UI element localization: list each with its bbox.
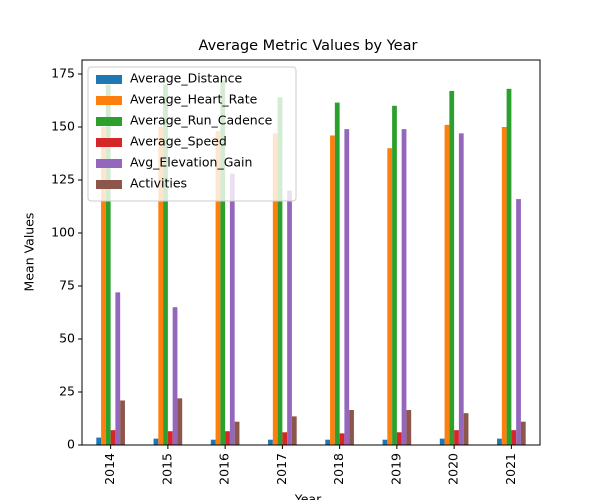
bar xyxy=(392,105,397,445)
bar xyxy=(325,439,331,445)
bar xyxy=(291,416,297,445)
bar xyxy=(105,84,111,445)
bar xyxy=(234,421,240,445)
bar xyxy=(349,410,354,445)
bar xyxy=(210,439,216,445)
bar xyxy=(339,433,345,445)
legend-label: Average_Speed xyxy=(130,134,227,149)
legend-swatch xyxy=(96,117,122,126)
chart-title: Average Metric Values by Year xyxy=(199,38,418,54)
bar xyxy=(449,90,455,446)
bar xyxy=(282,432,288,445)
y-tick-label: 50 xyxy=(59,330,75,345)
bar xyxy=(158,126,164,445)
bar xyxy=(401,129,407,445)
x-axis-label: Year xyxy=(294,492,322,501)
bar xyxy=(497,438,502,445)
bar xyxy=(382,439,388,445)
bar xyxy=(120,400,125,445)
bar xyxy=(334,102,340,445)
bar xyxy=(454,430,459,445)
x-tick-label: 2014 xyxy=(102,453,117,485)
bar xyxy=(444,124,450,445)
bar xyxy=(215,131,221,446)
x-tick-label: 2015 xyxy=(159,453,174,485)
y-tick-label: 150 xyxy=(51,118,75,133)
bar xyxy=(272,133,278,446)
legend-swatch xyxy=(96,75,122,84)
y-tick-label: 175 xyxy=(51,65,75,80)
legend-label: Average_Distance xyxy=(130,71,243,86)
y-axis-label: Mean Values xyxy=(22,213,37,292)
bar xyxy=(396,432,402,445)
legend-swatch xyxy=(96,180,122,189)
bar xyxy=(163,84,168,445)
bar xyxy=(458,133,464,446)
legend-swatch xyxy=(96,96,122,105)
legend-label: Avg_Elevation_Gain xyxy=(130,155,252,170)
bar xyxy=(101,126,106,445)
bar xyxy=(268,439,273,445)
bar xyxy=(406,410,412,445)
bar xyxy=(344,129,350,445)
bar xyxy=(277,97,283,445)
bar xyxy=(167,431,173,445)
x-tick-label: 2016 xyxy=(217,453,232,485)
legend-label: Average_Heart_Rate xyxy=(130,92,258,107)
bar xyxy=(330,135,335,445)
bar xyxy=(463,413,469,445)
x-tick-label: 2019 xyxy=(388,453,403,485)
x-tick-label: 2021 xyxy=(503,453,518,485)
legend-swatch xyxy=(96,138,122,147)
legend-box xyxy=(87,66,297,202)
legend-swatch xyxy=(96,159,122,168)
x-tick-label: 2018 xyxy=(331,453,346,485)
bar xyxy=(220,80,226,446)
y-tick-label: 25 xyxy=(59,383,75,398)
bar xyxy=(516,199,521,445)
y-tick-label: 100 xyxy=(51,224,75,239)
bar xyxy=(177,398,183,445)
bar xyxy=(153,438,159,445)
bar xyxy=(287,190,292,445)
plot-frame xyxy=(81,59,541,446)
x-tick-label: 2020 xyxy=(446,453,461,485)
bar xyxy=(511,430,517,445)
bar xyxy=(387,148,393,445)
bar xyxy=(115,292,121,445)
bar xyxy=(110,430,116,445)
bar xyxy=(172,307,178,445)
bar xyxy=(520,421,526,445)
y-tick-label: 75 xyxy=(59,277,75,292)
bar xyxy=(225,431,230,445)
bar xyxy=(439,438,445,445)
bar xyxy=(501,126,507,445)
legend-label: Average_Run_Cadence xyxy=(130,113,273,128)
x-tick-label: 2017 xyxy=(274,453,289,485)
y-tick-label: 0 xyxy=(67,437,75,452)
y-tick-label: 125 xyxy=(51,171,75,186)
legend-label: Activities xyxy=(130,176,187,191)
bar xyxy=(96,437,102,445)
bar xyxy=(229,173,235,446)
bar xyxy=(506,88,512,446)
